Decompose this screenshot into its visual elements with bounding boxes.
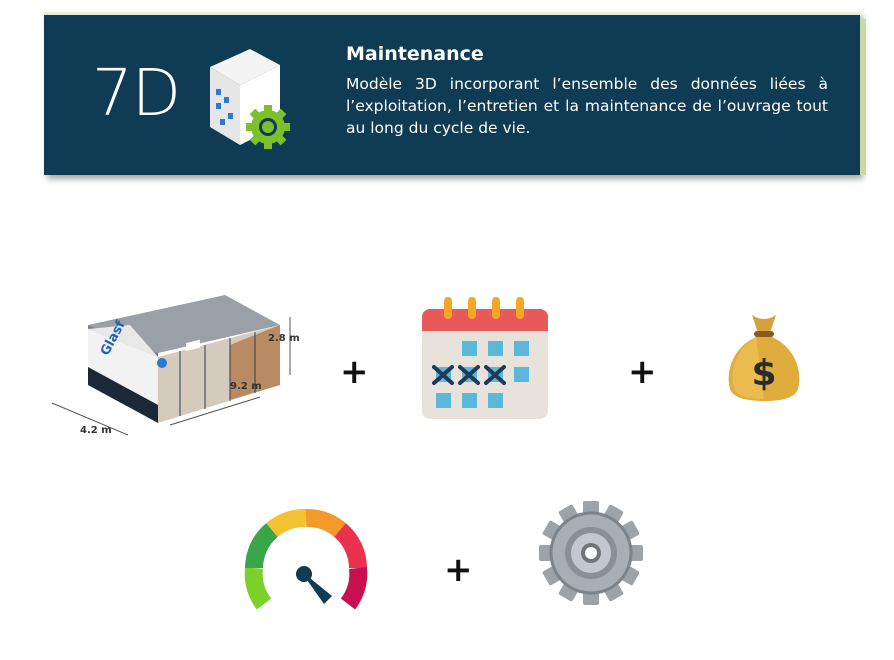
- length-dimension: 9.2 m: [230, 381, 262, 392]
- banner-title: Maintenance: [346, 43, 484, 65]
- maintenance-banner: 7D Maintenance Modèle 3D inc: [44, 12, 866, 175]
- plus-sign-1: +: [340, 352, 369, 392]
- banner-description: Modèle 3D incorporant l’ensemble des don…: [346, 75, 828, 137]
- width-dimension: 4.2 m: [80, 425, 112, 436]
- dimension-badge: 7D: [92, 57, 181, 131]
- svg-text:$: $: [751, 353, 776, 394]
- calendar-icon: [422, 297, 548, 419]
- plus-sign-2: +: [628, 352, 657, 392]
- gear-icon: [539, 501, 643, 605]
- building-3d-model: Glasf 4.2 m 9.2 m 2.8 m: [51, 295, 300, 436]
- plus-sign-3: +: [444, 550, 473, 590]
- gauge-icon: [244, 509, 368, 610]
- money-bag-icon: $: [728, 315, 800, 401]
- height-dimension: 2.8 m: [268, 333, 300, 344]
- building-gear-icon: [210, 49, 290, 149]
